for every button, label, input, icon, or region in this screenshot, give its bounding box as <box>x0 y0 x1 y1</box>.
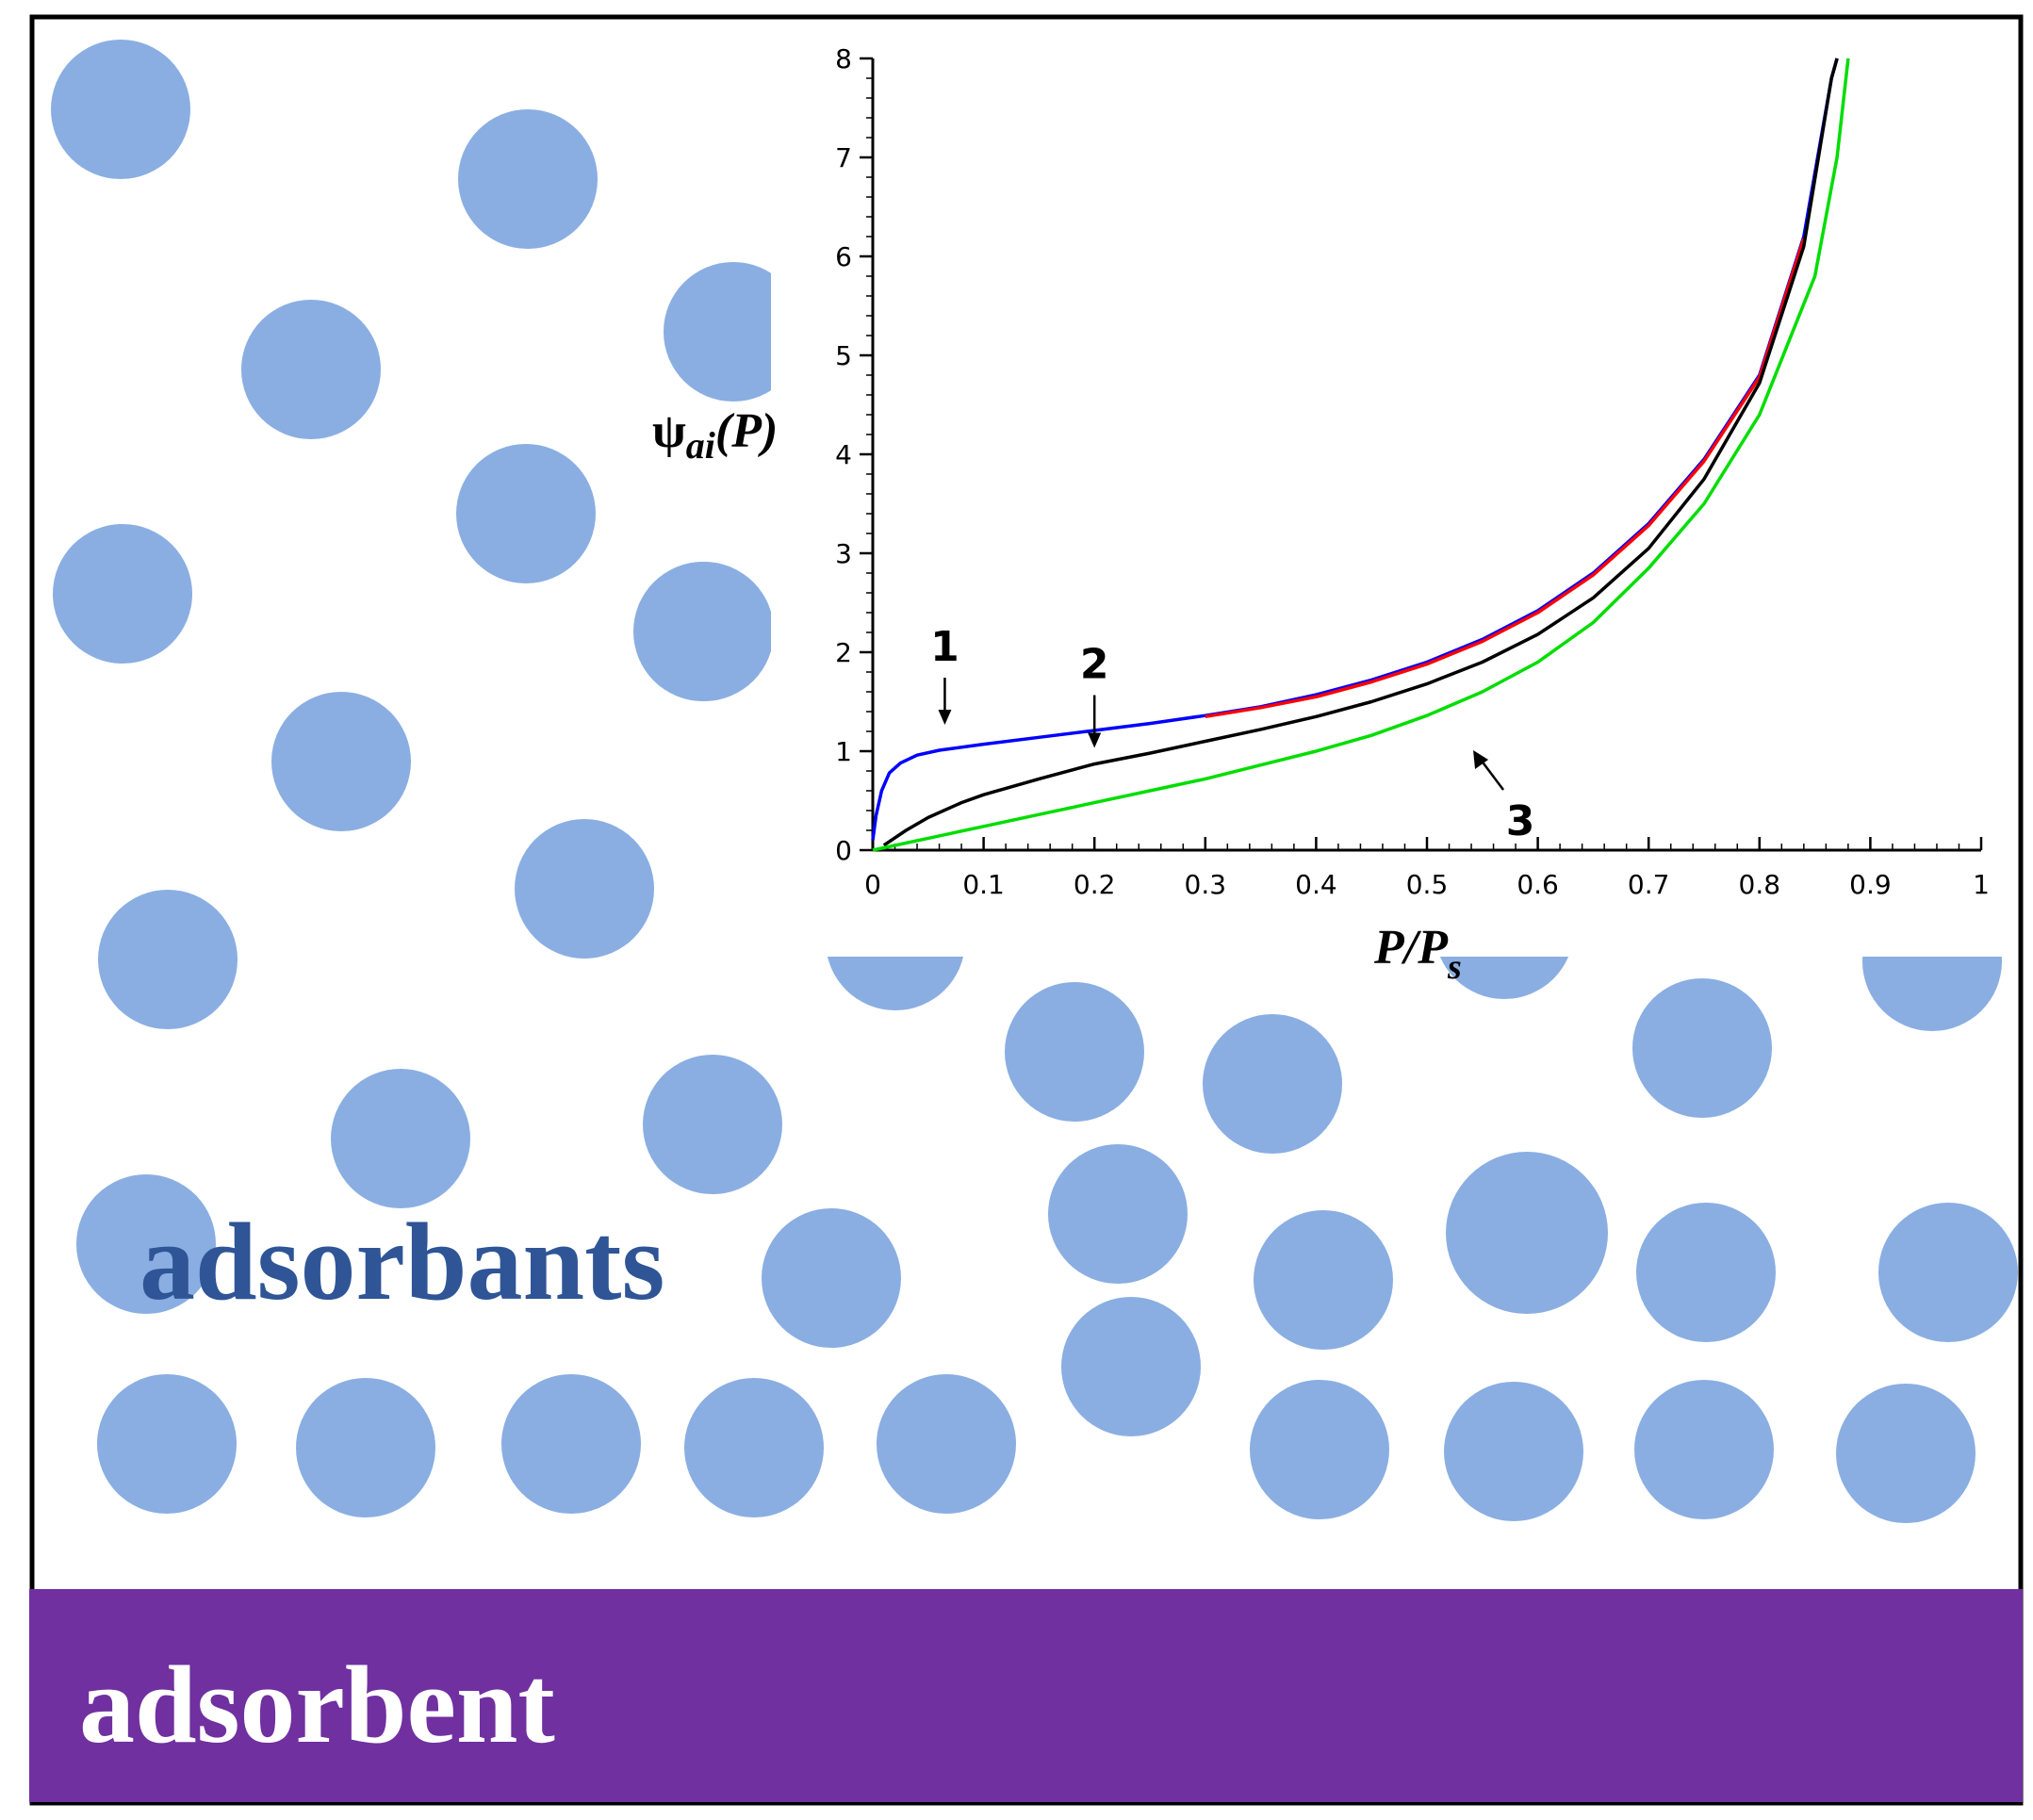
arrow-2-head <box>1088 732 1102 748</box>
x-tick-label: 0.6 <box>1517 869 1559 900</box>
adsorbent-label: adsorbent <box>79 1643 555 1766</box>
particle <box>1005 982 1144 1122</box>
particle <box>1878 1203 2018 1342</box>
particle <box>1254 1210 1393 1350</box>
x-tick-label: 0.9 <box>1849 869 1892 900</box>
y-tick-label: 2 <box>835 637 852 668</box>
adsorbants-label: adsorbants <box>139 1200 664 1323</box>
x-tick-label: 0 <box>864 869 881 900</box>
x-tick-label: 1 <box>1973 869 1990 900</box>
particle <box>1634 1380 1774 1519</box>
x-tick-label: 0.2 <box>1074 869 1116 900</box>
curve-label-2: 2 <box>1080 641 1109 689</box>
inset-axes: 0 0.1 0.2 0.3 0.4 0.5 0.6 0.7 0.8 0.9 1 0 1 2 3 4 5 6 7 8 <box>835 43 1990 900</box>
series-line-2 <box>1205 238 1806 719</box>
y-tick-label: 3 <box>835 538 852 569</box>
y-tick-label: 5 <box>835 340 852 371</box>
adsorbent-bar <box>29 1589 2023 1802</box>
particle <box>98 890 238 1029</box>
arrow-3-shaft <box>1480 759 1505 791</box>
x-axis-label-sub: s <box>1447 947 1462 987</box>
x-tick-label: 0.5 <box>1406 869 1449 900</box>
y-tick-label: 0 <box>835 835 852 866</box>
x-axis-label-main: P/P <box>1373 921 1449 975</box>
particle <box>331 1069 470 1208</box>
particle <box>97 1374 237 1514</box>
particle <box>1250 1380 1389 1519</box>
particle <box>1836 1384 1976 1523</box>
y-tick-label: 7 <box>835 142 852 173</box>
particle <box>634 562 774 701</box>
particle <box>877 1374 1016 1514</box>
y-tick-label: 6 <box>835 241 852 272</box>
x-tick-label: 0.8 <box>1739 869 1781 900</box>
particle <box>1446 1152 1608 1314</box>
particle <box>53 524 192 664</box>
particle <box>296 1378 435 1517</box>
particle <box>456 444 596 583</box>
particle <box>664 262 803 402</box>
inset-chart: 0 0.1 0.2 0.3 0.4 0.5 0.6 0.7 0.8 0.9 1 0 1 2 3 4 5 6 7 8 1… <box>652 43 1990 987</box>
y-axis-label-arg: (P) <box>715 404 778 458</box>
particle <box>241 300 381 439</box>
arrow-1-head <box>938 710 952 725</box>
series-line-3 <box>882 57 1839 847</box>
curve-label-1: 1 <box>930 623 959 671</box>
y-axis-label-sub: ai <box>686 424 715 467</box>
curve-label-3: 3 <box>1506 797 1535 845</box>
y-tick-label: 1 <box>835 736 852 767</box>
arrow-3-head <box>1473 750 1489 769</box>
y-axis-label: ψai(P) <box>652 404 778 467</box>
x-tick-label: 0.4 <box>1295 869 1337 900</box>
particle <box>684 1378 824 1517</box>
x-tick-label: 0.1 <box>962 869 1005 900</box>
particle <box>762 1208 901 1348</box>
particle <box>515 819 654 959</box>
particle <box>51 40 190 179</box>
particle <box>1203 1014 1342 1154</box>
particle <box>1048 1144 1188 1284</box>
particle <box>1061 1297 1201 1436</box>
series-line-4 <box>872 57 1850 852</box>
particle <box>1636 1203 1776 1342</box>
particle <box>76 1174 216 1314</box>
particle <box>643 1055 782 1194</box>
particle <box>271 692 411 831</box>
particle <box>1444 1382 1583 1521</box>
x-tick-label: 0.7 <box>1628 869 1670 900</box>
particle <box>501 1374 641 1514</box>
y-axis-label-psi: ψ <box>652 404 686 458</box>
y-tick-label: 8 <box>835 43 852 74</box>
inset-series <box>871 57 1850 852</box>
x-axis-label: P/Ps <box>1373 921 1462 987</box>
particle <box>1632 978 1772 1118</box>
y-tick-label: 4 <box>835 439 852 470</box>
x-tick-label: 0.3 <box>1185 869 1227 900</box>
particle <box>458 109 598 249</box>
inset-background <box>771 38 2006 957</box>
inset-annotations: 1 2 3 <box>930 623 1534 845</box>
